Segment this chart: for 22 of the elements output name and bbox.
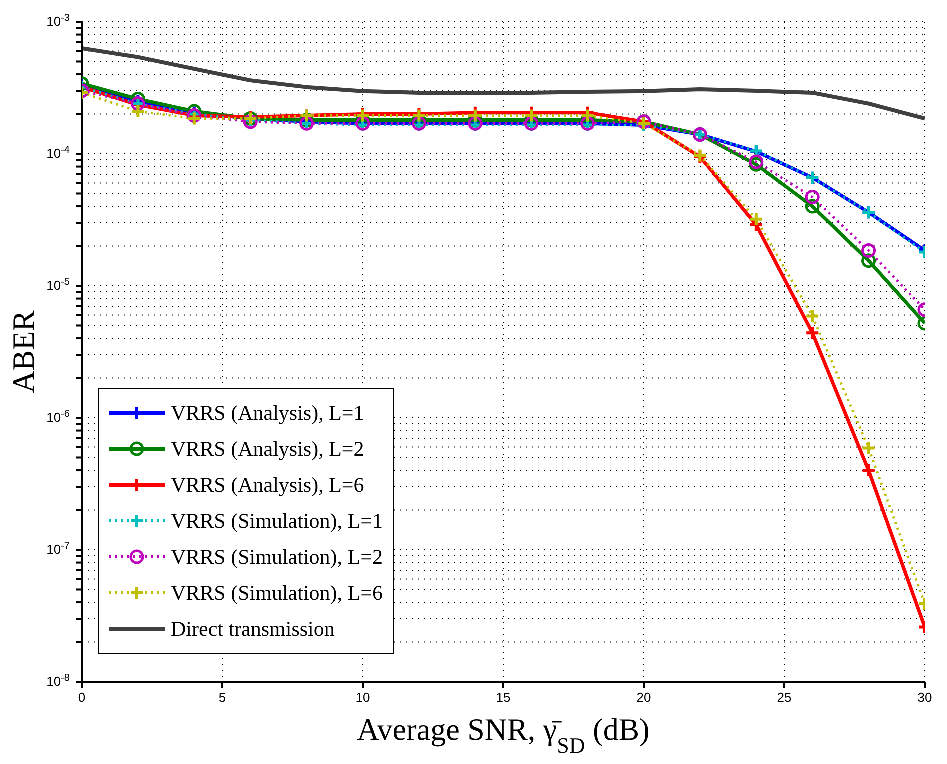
x-tick-label: 25	[777, 690, 792, 705]
legend-label: Direct transmission	[171, 616, 335, 642]
legend-label: VRRS (Analysis), L=1	[171, 400, 364, 426]
x-tick-label: 5	[218, 690, 226, 705]
x-tick-label: 10	[356, 690, 370, 705]
y-tick-label: 10$^{-8}$	[46, 672, 70, 689]
legend-label: VRRS (Simulation), L=1	[171, 508, 383, 534]
legend-label: VRRS (Simulation), L=6	[171, 580, 383, 606]
y-tick-label: 10$^{-6}$	[46, 408, 70, 425]
y-tick-label: 10$^{-3}$	[46, 12, 70, 29]
x-tick-label: 15	[496, 690, 511, 705]
x-tick-label: 0	[78, 690, 86, 705]
x-tick-label: 30	[918, 690, 932, 705]
x-tick-label: 20	[636, 690, 652, 705]
legend-label: VRRS (Analysis), L=2	[171, 436, 364, 462]
legend-label: VRRS (Analysis), L=6	[171, 472, 364, 498]
legend-label: VRRS (Simulation), L=2	[171, 544, 383, 570]
y-tick-label: 10$^{-4}$	[46, 144, 70, 161]
y-axis-title: ABER	[6, 310, 41, 394]
y-tick-label: 10$^{-7}$	[46, 540, 70, 557]
x-axis-title: Average SNR, γ̄$_{SD}$ (dB)	[357, 712, 650, 758]
y-tick-label: 10$^{-5}$	[46, 276, 70, 293]
